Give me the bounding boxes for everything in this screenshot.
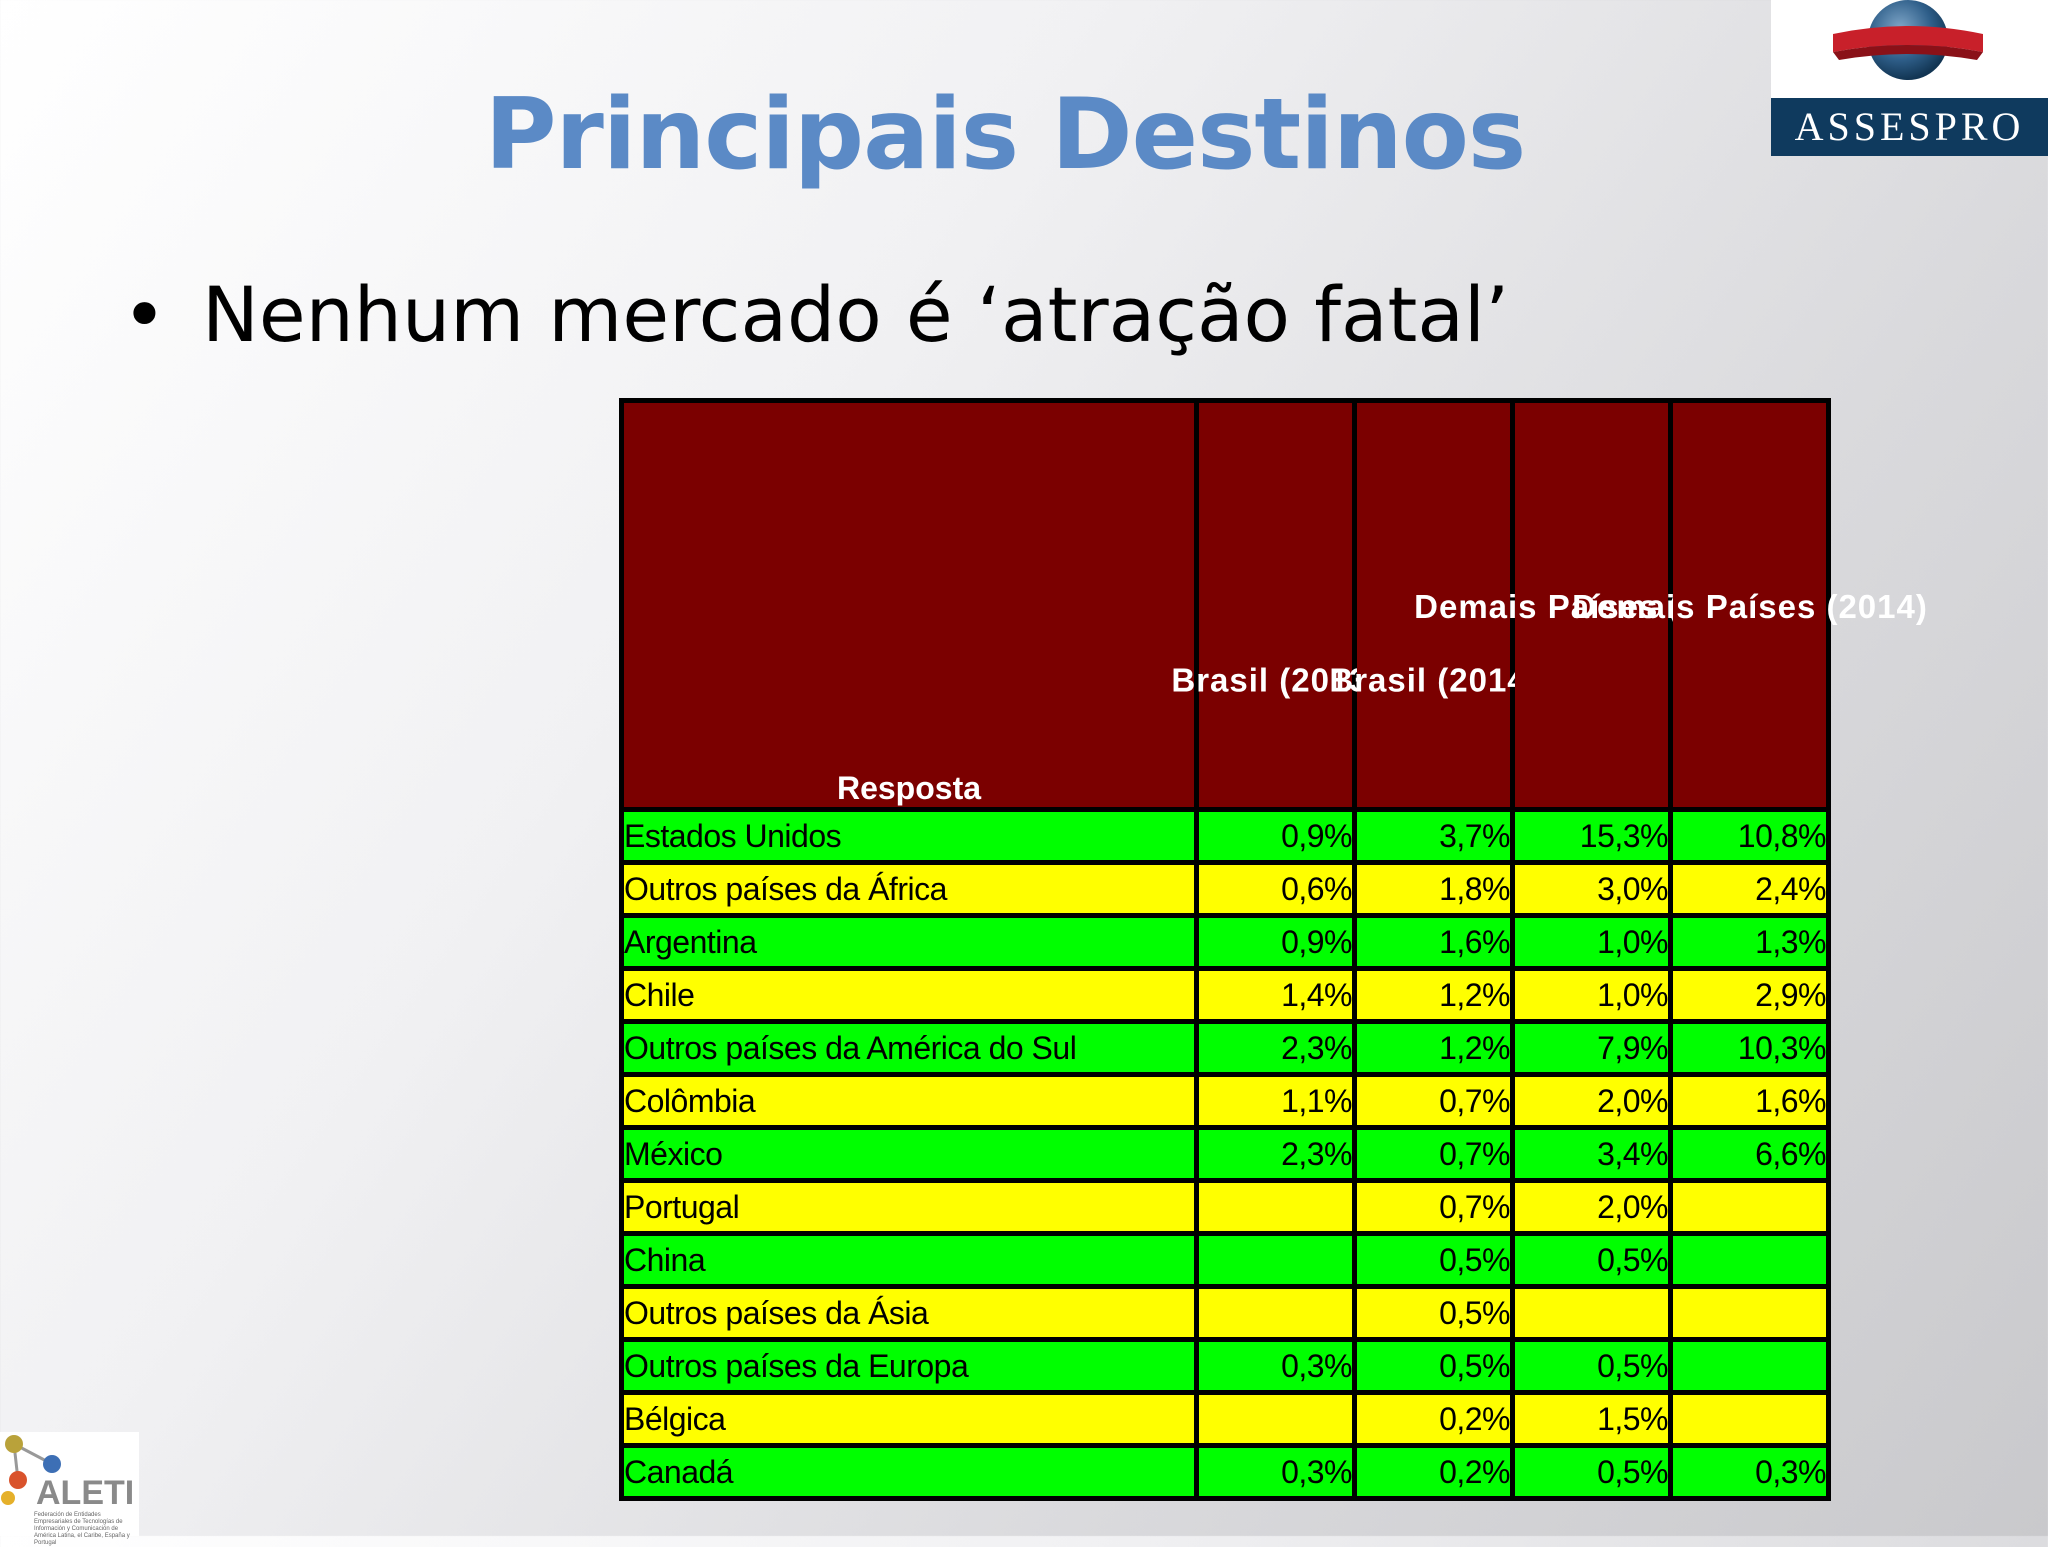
row-label: Outros países da Ásia: [619, 1284, 1199, 1342]
table-row: Outros países da Ásia 0,5%: [619, 1284, 1831, 1342]
assespro-wordmark: ASSESPRO: [1771, 98, 2048, 156]
cell-value: 3,4%: [1510, 1125, 1673, 1183]
cell-value: 2,4%: [1668, 860, 1831, 918]
table-row: Colômbia 1,1% 0,7% 2,0% 1,6%: [619, 1072, 1831, 1130]
cell-value: [1668, 1178, 1831, 1236]
cell-value: [1194, 1390, 1357, 1448]
aleti-subtitle: Federación de Entidades Empresariales de…: [34, 1512, 130, 1546]
header-label: Brasil (2014): [1328, 661, 1539, 699]
table-row: Argentina 0,9% 1,6% 1,0% 1,3%: [619, 913, 1831, 971]
cell-value: [1668, 1337, 1831, 1395]
row-label: Outros países da África: [619, 860, 1199, 918]
globe-logo-icon: [1833, 0, 1983, 80]
cell-value: 1,2%: [1352, 966, 1515, 1024]
table-row: Outros países da América do Sul 2,3% 1,2…: [619, 1019, 1831, 1077]
cell-value: 7,9%: [1510, 1019, 1673, 1077]
cell-value: 0,2%: [1352, 1390, 1515, 1448]
cell-value: 0,5%: [1510, 1443, 1673, 1501]
cell-value: 1,6%: [1352, 913, 1515, 971]
cell-value: 0,5%: [1352, 1337, 1515, 1395]
row-label: Outros países da Europa: [619, 1337, 1199, 1395]
cell-value: 1,0%: [1510, 966, 1673, 1024]
bullet-dot-icon: •: [122, 270, 167, 359]
aleti-wordmark: ALETI: [36, 1474, 135, 1512]
cell-value: 2,9%: [1668, 966, 1831, 1024]
cell-value: 1,1%: [1194, 1072, 1357, 1130]
table-row: México 2,3% 0,7% 3,4% 6,6%: [619, 1125, 1831, 1183]
row-label: Estados Unidos: [619, 807, 1199, 865]
row-label: Colômbia: [619, 1072, 1199, 1130]
header-demais-2014: Demais Países (2014): [1572, 398, 1927, 812]
row-label: Argentina: [619, 913, 1199, 971]
cell-value: 15,3%: [1510, 807, 1673, 865]
header-label: Demais Países (2014): [1571, 588, 1928, 626]
cell-value: [1510, 1284, 1673, 1342]
row-label: Canadá: [619, 1443, 1199, 1501]
cell-value: 1,4%: [1194, 966, 1357, 1024]
cell-value: [1194, 1231, 1357, 1289]
table-row: Estados Unidos 0,9% 3,7% 15,3% 10,8%: [619, 807, 1831, 865]
row-label: Bélgica: [619, 1390, 1199, 1448]
row-label: Outros países da América do Sul: [619, 1019, 1199, 1077]
cell-value: [1668, 1231, 1831, 1289]
table-row: Chile 1,4% 1,2% 1,0% 2,9%: [619, 966, 1831, 1024]
cell-value: [1668, 1284, 1831, 1342]
cell-value: 0,2%: [1352, 1443, 1515, 1501]
cell-value: [1194, 1178, 1357, 1236]
cell-value: 1,6%: [1668, 1072, 1831, 1130]
cell-value: 0,7%: [1352, 1072, 1515, 1130]
header-brasil-2013: Brasil (2013): [1171, 398, 1380, 812]
cell-value: 1,5%: [1510, 1390, 1673, 1448]
row-label: Portugal: [619, 1178, 1199, 1236]
cell-value: 2,3%: [1194, 1019, 1357, 1077]
cell-value: 0,3%: [1194, 1443, 1357, 1501]
cell-value: 1,2%: [1352, 1019, 1515, 1077]
cell-value: 0,5%: [1510, 1231, 1673, 1289]
cell-value: 10,3%: [1668, 1019, 1831, 1077]
header-demais-2013: Demais Países (2013): [1414, 398, 1769, 812]
table-row: Outros países da Europa 0,3% 0,5% 0,5%: [619, 1337, 1831, 1395]
aleti-logo: ALETI Federación de Entidades Empresaria…: [0, 1432, 139, 1546]
cell-value: 0,3%: [1668, 1443, 1831, 1501]
header-resposta: Resposta: [619, 398, 1199, 812]
cell-value: 0,5%: [1352, 1284, 1515, 1342]
molecule-logo-icon: [1, 1435, 61, 1505]
cell-value: 10,8%: [1668, 807, 1831, 865]
slide-title: Principais Destinos: [484, 78, 1527, 192]
row-label: China: [619, 1231, 1199, 1289]
row-label: Chile: [619, 966, 1199, 1024]
bullet-text: Nenhum mercado é ‘atração fatal’: [202, 270, 1510, 359]
cell-value: 0,5%: [1352, 1231, 1515, 1289]
cell-value: 1,0%: [1510, 913, 1673, 971]
cell-value: 0,7%: [1352, 1125, 1515, 1183]
table-row: China 0,5% 0,5%: [619, 1231, 1831, 1289]
cell-value: 1,8%: [1352, 860, 1515, 918]
cell-value: 0,6%: [1194, 860, 1357, 918]
cell-value: [1194, 1284, 1357, 1342]
header-brasil-2014: Brasil (2014): [1329, 398, 1538, 812]
table-header-row: Resposta Brasil (2013) Brasil (2014) Dem…: [619, 398, 1927, 812]
cell-value: 1,3%: [1668, 913, 1831, 971]
cell-value: 2,0%: [1510, 1178, 1673, 1236]
table-row: Canadá 0,3% 0,2% 0,5% 0,3%: [619, 1443, 1831, 1501]
cell-value: 0,9%: [1194, 807, 1357, 865]
destinations-table: Resposta Brasil (2013) Brasil (2014) Dem…: [619, 398, 1927, 1501]
cell-value: 3,0%: [1510, 860, 1673, 918]
table-row: Outros países da África 0,6% 1,8% 3,0% 2…: [619, 860, 1831, 918]
table-row: Bélgica 0,2% 1,5%: [619, 1390, 1831, 1448]
cell-value: 2,3%: [1194, 1125, 1357, 1183]
table-row: Portugal 0,7% 2,0%: [619, 1178, 1831, 1236]
cell-value: [1668, 1390, 1831, 1448]
assespro-logo: ASSESPRO: [1771, 0, 2048, 156]
cell-value: 0,7%: [1352, 1178, 1515, 1236]
cell-value: 0,3%: [1194, 1337, 1357, 1395]
cell-value: 6,6%: [1668, 1125, 1831, 1183]
bullet-point: • Nenhum mercado é ‘atração fatal’: [122, 270, 1509, 359]
cell-value: 3,7%: [1352, 807, 1515, 865]
cell-value: 0,9%: [1194, 913, 1357, 971]
row-label: México: [619, 1125, 1199, 1183]
cell-value: 2,0%: [1510, 1072, 1673, 1130]
cell-value: 0,5%: [1510, 1337, 1673, 1395]
